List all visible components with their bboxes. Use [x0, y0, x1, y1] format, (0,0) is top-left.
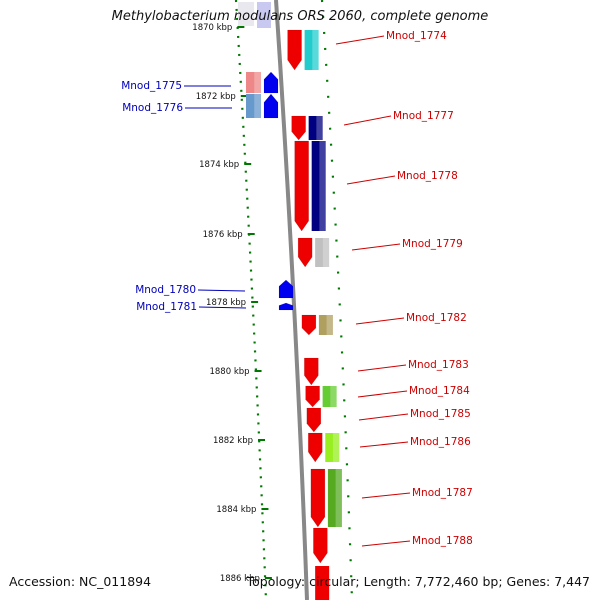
cog-block-4-shade — [326, 315, 333, 335]
cog-block-2 — [311, 141, 326, 231]
scale-tick-label-0: 1870 kbp — [192, 23, 232, 33]
gene-leader-8 — [355, 317, 405, 325]
gene-label-mnod-1788: Mnod_1788 — [412, 535, 473, 547]
gene-arrow-plus-0 — [287, 29, 302, 71]
gene-arrow-minus-0 — [263, 71, 279, 94]
gene-label-mnod-1786: Mnod_1786 — [410, 436, 471, 448]
cog-block-8-shade — [332, 433, 340, 462]
gene-arrow-plus-1 — [291, 115, 306, 141]
gene-label-mnod-1777: Mnod_1777 — [393, 110, 454, 122]
partial-gene-block — [238, 2, 254, 26]
cog-block-minus-0-shade — [254, 72, 261, 93]
genome-backbone — [274, 0, 309, 600]
gene-leader-7 — [198, 306, 247, 309]
cog-block-3-shade — [322, 238, 330, 267]
scale-tick-label-6: 1882 kbp — [213, 436, 253, 446]
gene-arrow-plus-5 — [304, 357, 319, 386]
gene-arrow-plus-9 — [310, 468, 326, 528]
gene-arrow-plus-2 — [294, 140, 309, 232]
gene-label-mnod-1785: Mnod_1785 — [410, 408, 471, 420]
gene-leader-0 — [335, 35, 385, 45]
cog-block-6-shade — [330, 386, 337, 407]
gene-label-mnod-1779: Mnod_1779 — [402, 238, 463, 250]
scale-tick-label-3: 1876 kbp — [203, 230, 243, 240]
scale-tick-label-2: 1874 kbp — [199, 160, 239, 170]
scale-tick-label-1: 1872 kbp — [196, 92, 236, 102]
cog-block-6 — [322, 386, 337, 407]
gene-leader-12 — [359, 441, 409, 448]
cog-block-8 — [325, 433, 340, 462]
cog-block-3 — [315, 238, 330, 267]
partial-gene-block-2 — [257, 2, 271, 28]
gene-label-mnod-1780: Mnod_1780 — [135, 284, 196, 296]
gene-label-mnod-1782: Mnod_1782 — [406, 312, 467, 324]
gene-arrow-plus-3 — [297, 237, 313, 268]
cog-block-1 — [308, 116, 323, 140]
gene-arrow-plus-4 — [301, 314, 317, 336]
gene-leader-13 — [361, 492, 411, 499]
cog-block-minus-1-shade — [254, 94, 261, 118]
scale-tick-label-5: 1880 kbp — [209, 367, 249, 377]
gene-arrow-plus-6 — [305, 385, 320, 408]
gene-leader-3 — [343, 115, 392, 126]
scale-tick-label-7: 1884 kbp — [216, 505, 256, 515]
gene-leader-4 — [346, 175, 396, 185]
cog-block-2-shade — [319, 141, 326, 231]
gene-leader-14 — [361, 540, 411, 547]
gene-label-mnod-1787: Mnod_1787 — [412, 487, 473, 499]
gene-leader-11 — [358, 413, 409, 421]
scale-tick-label-4: 1878 kbp — [206, 298, 246, 308]
gene-arrow-plus-8 — [308, 432, 323, 463]
gene-label-mnod-1774: Mnod_1774 — [386, 30, 447, 42]
gene-arrow-plus-7 — [306, 407, 322, 433]
accession-text: Accession: NC_011894 — [9, 574, 152, 589]
scale-tick-label-8: 1886 kbp — [220, 574, 260, 584]
cog-block-4 — [318, 315, 333, 335]
map-title: Methylobacterium nodulans ORS 2060, comp… — [111, 9, 489, 24]
cog-block-9 — [327, 469, 342, 527]
gene-arrow-plus-10 — [313, 527, 328, 564]
gene-label-mnod-1775: Mnod_1775 — [121, 80, 182, 92]
genome-summary-text: Topology: circular; Length: 7,772,460 bp… — [246, 574, 590, 589]
gene-arrow-minus-1 — [263, 93, 279, 119]
gene-leader-6 — [197, 289, 246, 292]
gene-leader-9 — [357, 364, 407, 372]
gene-leader-10 — [357, 390, 408, 398]
gene-label-mnod-1776: Mnod_1776 — [122, 102, 183, 114]
gene-leader-5 — [351, 243, 401, 251]
cog-block-9-shade — [335, 469, 342, 527]
gene-label-mnod-1781: Mnod_1781 — [136, 301, 197, 313]
gene-label-mnod-1778: Mnod_1778 — [397, 170, 458, 182]
gene-label-mnod-1783: Mnod_1783 — [408, 359, 469, 371]
gene-arrow-minus-3 — [278, 302, 294, 311]
cog-block-1-shade — [316, 116, 323, 140]
cog-block-minus-0 — [246, 72, 261, 93]
cog-block-minus-1 — [246, 94, 261, 118]
gene-arrow-minus-2 — [278, 279, 294, 299]
gene-arrow-plus-bottom — [315, 566, 330, 600]
gene-label-mnod-1784: Mnod_1784 — [409, 385, 470, 397]
cog-block-0 — [304, 30, 319, 70]
cog-block-0-shade — [312, 30, 319, 70]
